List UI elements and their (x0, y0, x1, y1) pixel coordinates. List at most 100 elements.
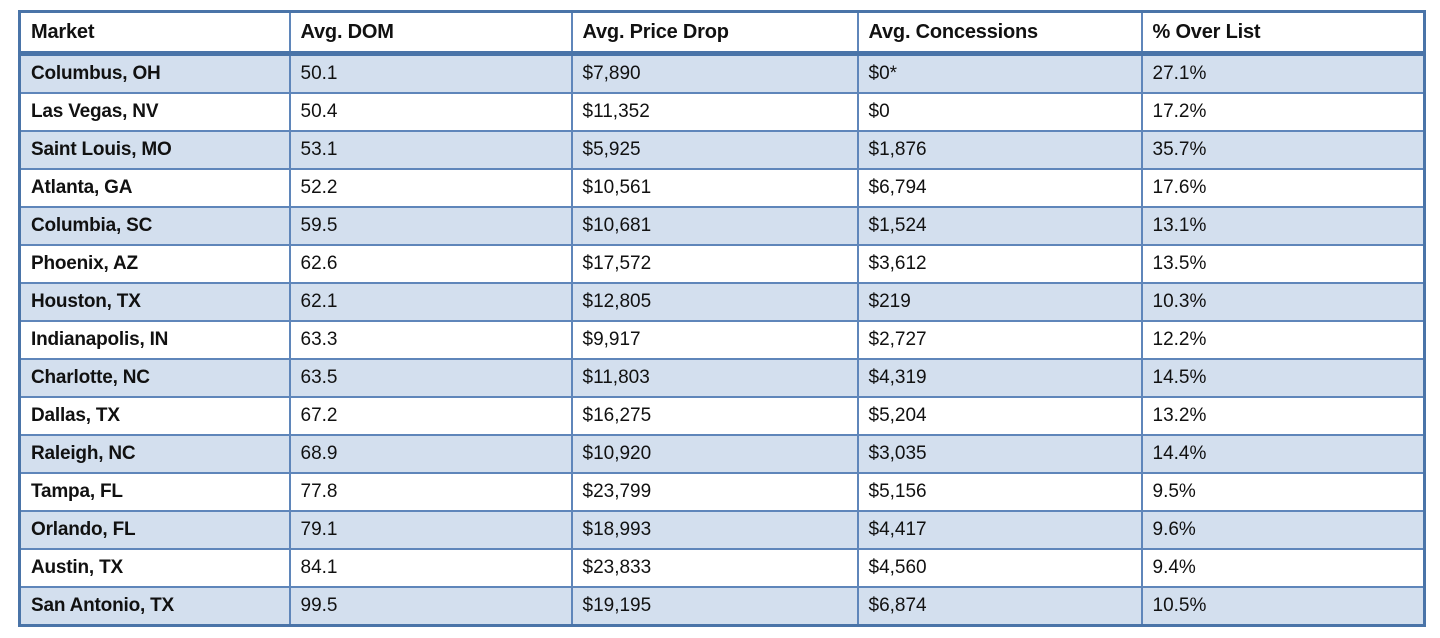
cell-avg-dom: 67.2 (288, 396, 573, 436)
cell-avg-concessions: $0* (856, 52, 1143, 94)
cell-pct-over-list: 9.6% (1140, 510, 1426, 550)
cell-market: Columbia, SC (18, 206, 291, 246)
cell-avg-concessions: $5,156 (856, 472, 1143, 512)
cell-avg-concessions: $0 (856, 92, 1143, 132)
table-row: Columbus, OH 50.1 $7,890 $0* 27.1% (18, 52, 1426, 94)
cell-avg-price-drop: $10,920 (570, 434, 859, 474)
cell-avg-price-drop: $10,681 (570, 206, 859, 246)
cell-avg-concessions: $1,524 (856, 206, 1143, 246)
cell-avg-concessions: $3,612 (856, 244, 1143, 284)
header-avg-price-drop: Avg. Price Drop (570, 11, 859, 56)
cell-avg-dom: 63.5 (288, 358, 573, 398)
cell-pct-over-list: 10.5% (1140, 586, 1426, 627)
cell-avg-concessions: $5,204 (856, 396, 1143, 436)
cell-pct-over-list: 13.2% (1140, 396, 1426, 436)
cell-avg-concessions: $6,794 (856, 168, 1143, 208)
cell-pct-over-list: 9.5% (1140, 472, 1426, 512)
cell-market: Orlando, FL (18, 510, 291, 550)
cell-market: Columbus, OH (18, 52, 291, 94)
cell-avg-price-drop: $11,352 (570, 92, 859, 132)
cell-avg-concessions: $6,874 (856, 586, 1143, 627)
cell-avg-dom: 62.1 (288, 282, 573, 322)
cell-avg-dom: 68.9 (288, 434, 573, 474)
table-row: Las Vegas, NV 50.4 $11,352 $0 17.2% (18, 92, 1426, 132)
cell-avg-dom: 59.5 (288, 206, 573, 246)
cell-avg-dom: 62.6 (288, 244, 573, 284)
cell-pct-over-list: 9.4% (1140, 548, 1426, 588)
table-row: Indianapolis, IN 63.3 $9,917 $2,727 12.2% (18, 320, 1426, 360)
header-avg-dom: Avg. DOM (288, 11, 573, 56)
table-row: Orlando, FL 79.1 $18,993 $4,417 9.6% (18, 510, 1426, 550)
table-row: Raleigh, NC 68.9 $10,920 $3,035 14.4% (18, 434, 1426, 474)
cell-avg-dom: 52.2 (288, 168, 573, 208)
cell-avg-price-drop: $16,275 (570, 396, 859, 436)
cell-market: Charlotte, NC (18, 358, 291, 398)
table-row: Phoenix, AZ 62.6 $17,572 $3,612 13.5% (18, 244, 1426, 284)
cell-avg-concessions: $2,727 (856, 320, 1143, 360)
cell-avg-price-drop: $5,925 (570, 130, 859, 170)
cell-pct-over-list: 35.7% (1140, 130, 1426, 170)
table-row: Atlanta, GA 52.2 $10,561 $6,794 17.6% (18, 168, 1426, 208)
cell-avg-price-drop: $7,890 (570, 52, 859, 94)
cell-market: Tampa, FL (18, 472, 291, 512)
cell-avg-price-drop: $18,993 (570, 510, 859, 550)
table-row: Houston, TX 62.1 $12,805 $219 10.3% (18, 282, 1426, 322)
cell-pct-over-list: 13.5% (1140, 244, 1426, 284)
cell-pct-over-list: 14.5% (1140, 358, 1426, 398)
cell-avg-price-drop: $19,195 (570, 586, 859, 627)
cell-market: Saint Louis, MO (18, 130, 291, 170)
cell-avg-concessions: $4,319 (856, 358, 1143, 398)
cell-pct-over-list: 12.2% (1140, 320, 1426, 360)
cell-market: Raleigh, NC (18, 434, 291, 474)
cell-avg-dom: 77.8 (288, 472, 573, 512)
cell-avg-dom: 84.1 (288, 548, 573, 588)
header-avg-concessions: Avg. Concessions (856, 11, 1143, 56)
table-body: Columbus, OH 50.1 $7,890 $0* 27.1% Las Vegas,… (18, 52, 1426, 627)
cell-market: Indianapolis, IN (18, 320, 291, 360)
cell-avg-dom: 50.4 (288, 92, 573, 132)
cell-avg-dom: 50.1 (288, 52, 573, 94)
cell-market: Austin, TX (18, 548, 291, 588)
cell-avg-price-drop: $9,917 (570, 320, 859, 360)
table-row: San Antonio, TX 99.5 $19,195 $6,874 10.5% (18, 586, 1426, 627)
cell-avg-dom: 53.1 (288, 130, 573, 170)
table-row: Charlotte, NC 63.5 $11,803 $4,319 14.5% (18, 358, 1426, 398)
header-row: Market Avg. DOM Avg. Price Drop Avg. Con… (18, 11, 1426, 56)
cell-avg-dom: 63.3 (288, 320, 573, 360)
cell-avg-price-drop: $23,799 (570, 472, 859, 512)
cell-market: Atlanta, GA (18, 168, 291, 208)
cell-pct-over-list: 14.4% (1140, 434, 1426, 474)
cell-avg-price-drop: $17,572 (570, 244, 859, 284)
header-market: Market (18, 11, 291, 56)
table-row: Columbia, SC 59.5 $10,681 $1,524 13.1% (18, 206, 1426, 246)
table-header: Market Avg. DOM Avg. Price Drop Avg. Con… (18, 11, 1426, 56)
table-row: Dallas, TX 67.2 $16,275 $5,204 13.2% (18, 396, 1426, 436)
cell-market: San Antonio, TX (18, 586, 291, 627)
cell-market: Houston, TX (18, 282, 291, 322)
table-row: Austin, TX 84.1 $23,833 $4,560 9.4% (18, 548, 1426, 588)
cell-avg-dom: 99.5 (288, 586, 573, 627)
cell-pct-over-list: 13.1% (1140, 206, 1426, 246)
cell-market: Las Vegas, NV (18, 92, 291, 132)
cell-avg-concessions: $4,417 (856, 510, 1143, 550)
cell-avg-concessions: $1,876 (856, 130, 1143, 170)
market-metrics-table: Market Avg. DOM Avg. Price Drop Avg. Con… (18, 10, 1426, 627)
cell-avg-dom: 79.1 (288, 510, 573, 550)
cell-avg-concessions: $219 (856, 282, 1143, 322)
cell-avg-concessions: $4,560 (856, 548, 1143, 588)
cell-avg-price-drop: $11,803 (570, 358, 859, 398)
table-row: Tampa, FL 77.8 $23,799 $5,156 9.5% (18, 472, 1426, 512)
header-pct-over-list: % Over List (1140, 11, 1426, 56)
cell-avg-price-drop: $10,561 (570, 168, 859, 208)
cell-market: Phoenix, AZ (18, 244, 291, 284)
cell-avg-price-drop: $23,833 (570, 548, 859, 588)
cell-pct-over-list: 27.1% (1140, 52, 1426, 94)
cell-avg-price-drop: $12,805 (570, 282, 859, 322)
cell-pct-over-list: 10.3% (1140, 282, 1426, 322)
cell-pct-over-list: 17.2% (1140, 92, 1426, 132)
table-row: Saint Louis, MO 53.1 $5,925 $1,876 35.7% (18, 130, 1426, 170)
cell-market: Dallas, TX (18, 396, 291, 436)
cell-pct-over-list: 17.6% (1140, 168, 1426, 208)
cell-avg-concessions: $3,035 (856, 434, 1143, 474)
